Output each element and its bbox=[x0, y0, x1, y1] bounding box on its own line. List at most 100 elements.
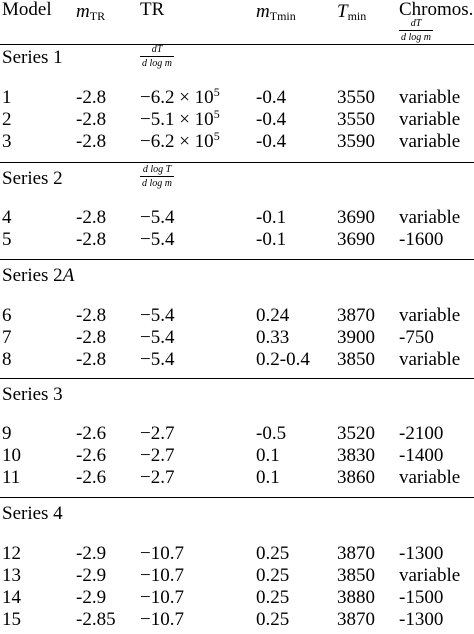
cell-tr: −2.7 bbox=[140, 445, 175, 466]
cell-mtr: -2.85 bbox=[76, 609, 116, 630]
cell-model: 14 bbox=[2, 587, 21, 608]
cell-mtr: -2.8 bbox=[76, 87, 107, 108]
cell-model: 12 bbox=[2, 543, 21, 564]
cell-tmin: 3870 bbox=[337, 305, 375, 326]
group-label-series-2a: Series 2A bbox=[2, 265, 75, 286]
cell-chromos: -2100 bbox=[399, 423, 444, 444]
cell-model: 15 bbox=[2, 609, 21, 630]
header-tr: TR bbox=[140, 0, 165, 20]
cell-tmin: 3850 bbox=[337, 565, 375, 586]
cell-chromos: variable bbox=[399, 305, 461, 326]
cell-tmin: 3850 bbox=[337, 349, 375, 370]
cell-model: 7 bbox=[2, 327, 12, 348]
cell-tr: −5.4 bbox=[140, 229, 175, 250]
cell-mtmin: -0.1 bbox=[256, 229, 287, 250]
cell-mtmin: 0.25 bbox=[256, 543, 290, 564]
cell-mtmin: 0.25 bbox=[256, 587, 290, 608]
cell-tr: −5.4 bbox=[140, 305, 175, 326]
cell-chromos: -1600 bbox=[399, 229, 444, 250]
cell-tmin: 3690 bbox=[337, 207, 375, 228]
cell-tmin: 3590 bbox=[337, 131, 375, 152]
group-label-series-2: Series 2 bbox=[2, 168, 63, 189]
cell-mtmin: 0.1 bbox=[256, 445, 280, 466]
cell-tmin: 3860 bbox=[337, 467, 375, 488]
cell-mtr: -2.8 bbox=[76, 131, 107, 152]
cell-tr: −6.2 × 105 bbox=[140, 85, 220, 108]
cell-mtr: -2.9 bbox=[76, 543, 107, 564]
cell-model: 8 bbox=[2, 349, 12, 370]
header-chromos-fraction: dT d log m bbox=[399, 18, 433, 43]
cell-tmin: 3880 bbox=[337, 587, 375, 608]
cell-mtmin: -0.4 bbox=[256, 109, 287, 130]
cell-tmin: 3520 bbox=[337, 423, 375, 444]
cell-model: 2 bbox=[2, 109, 12, 130]
header-mtr: mTR bbox=[76, 1, 106, 23]
cell-tmin: 3550 bbox=[337, 109, 375, 130]
cell-mtmin: 0.25 bbox=[256, 609, 290, 630]
cell-tmin: 3550 bbox=[337, 87, 375, 108]
cell-tr: −10.7 bbox=[140, 543, 184, 564]
group-rule bbox=[0, 378, 474, 379]
cell-tr: −5.1 × 105 bbox=[140, 107, 220, 130]
cell-mtr: -2.6 bbox=[76, 445, 107, 466]
cell-model: 13 bbox=[2, 565, 21, 586]
cell-mtmin: 0.2-0.4 bbox=[256, 349, 310, 370]
header-tmin: Tmin bbox=[337, 1, 367, 23]
cell-chromos: variable bbox=[399, 87, 461, 108]
cell-mtmin: 0.33 bbox=[256, 327, 290, 348]
group-rule bbox=[0, 497, 474, 498]
cell-tr: −10.7 bbox=[140, 609, 184, 630]
cell-mtmin: -0.1 bbox=[256, 207, 287, 228]
cell-tr: −2.7 bbox=[140, 467, 175, 488]
cell-mtr: -2.8 bbox=[76, 349, 107, 370]
cell-tmin: 3690 bbox=[337, 229, 375, 250]
cell-mtr: -2.8 bbox=[76, 327, 107, 348]
cell-chromos: -1400 bbox=[399, 445, 444, 466]
header-model: Model bbox=[2, 0, 52, 20]
cell-model: 11 bbox=[2, 467, 21, 488]
cell-chromos: variable bbox=[399, 207, 461, 228]
cell-tr: −10.7 bbox=[140, 565, 184, 586]
cell-tr: −5.4 bbox=[140, 207, 175, 228]
cell-mtr: -2.8 bbox=[76, 229, 107, 250]
cell-chromos: -750 bbox=[399, 327, 434, 348]
cell-mtr: -2.6 bbox=[76, 423, 107, 444]
series-2-tr-fraction: d log T d log m bbox=[140, 164, 174, 189]
cell-model: 5 bbox=[2, 229, 12, 250]
cell-chromos: variable bbox=[399, 109, 461, 130]
cell-mtmin: -0.5 bbox=[256, 423, 287, 444]
cell-chromos: variable bbox=[399, 131, 461, 152]
cell-chromos: variable bbox=[399, 349, 461, 370]
cell-chromos: -1500 bbox=[399, 587, 444, 608]
cell-mtmin: 0.24 bbox=[256, 305, 290, 326]
group-label-series-4: Series 4 bbox=[2, 503, 63, 524]
cell-tmin: 3870 bbox=[337, 543, 375, 564]
cell-mtmin: 0.25 bbox=[256, 565, 290, 586]
group-label-series-1: Series 1 bbox=[2, 47, 63, 68]
cell-tr: −2.7 bbox=[140, 423, 175, 444]
cell-mtmin: 0.1 bbox=[256, 467, 280, 488]
cell-tr: −5.4 bbox=[140, 327, 175, 348]
series-1-tr-fraction: dT d log m bbox=[140, 44, 174, 69]
cell-model: 6 bbox=[2, 305, 12, 326]
cell-mtr: -2.6 bbox=[76, 467, 107, 488]
cell-tmin: 3870 bbox=[337, 609, 375, 630]
cell-mtr: -2.8 bbox=[76, 207, 107, 228]
cell-tmin: 3830 bbox=[337, 445, 375, 466]
cell-tr: −5.4 bbox=[140, 349, 175, 370]
cell-mtr: -2.9 bbox=[76, 565, 107, 586]
cell-model: 10 bbox=[2, 445, 21, 466]
group-label-series-3: Series 3 bbox=[2, 384, 63, 405]
cell-mtr: -2.8 bbox=[76, 305, 107, 326]
group-rule bbox=[0, 259, 474, 260]
cell-tmin: 3900 bbox=[337, 327, 375, 348]
cell-tr: −10.7 bbox=[140, 587, 184, 608]
cell-model: 1 bbox=[2, 87, 12, 108]
header-rule bbox=[0, 44, 474, 45]
cell-mtmin: -0.4 bbox=[256, 87, 287, 108]
cell-chromos: -1300 bbox=[399, 609, 444, 630]
cell-model: 9 bbox=[2, 423, 12, 444]
cell-model: 3 bbox=[2, 131, 12, 152]
cell-tr: −6.2 × 105 bbox=[140, 129, 220, 152]
cell-model: 4 bbox=[2, 207, 12, 228]
